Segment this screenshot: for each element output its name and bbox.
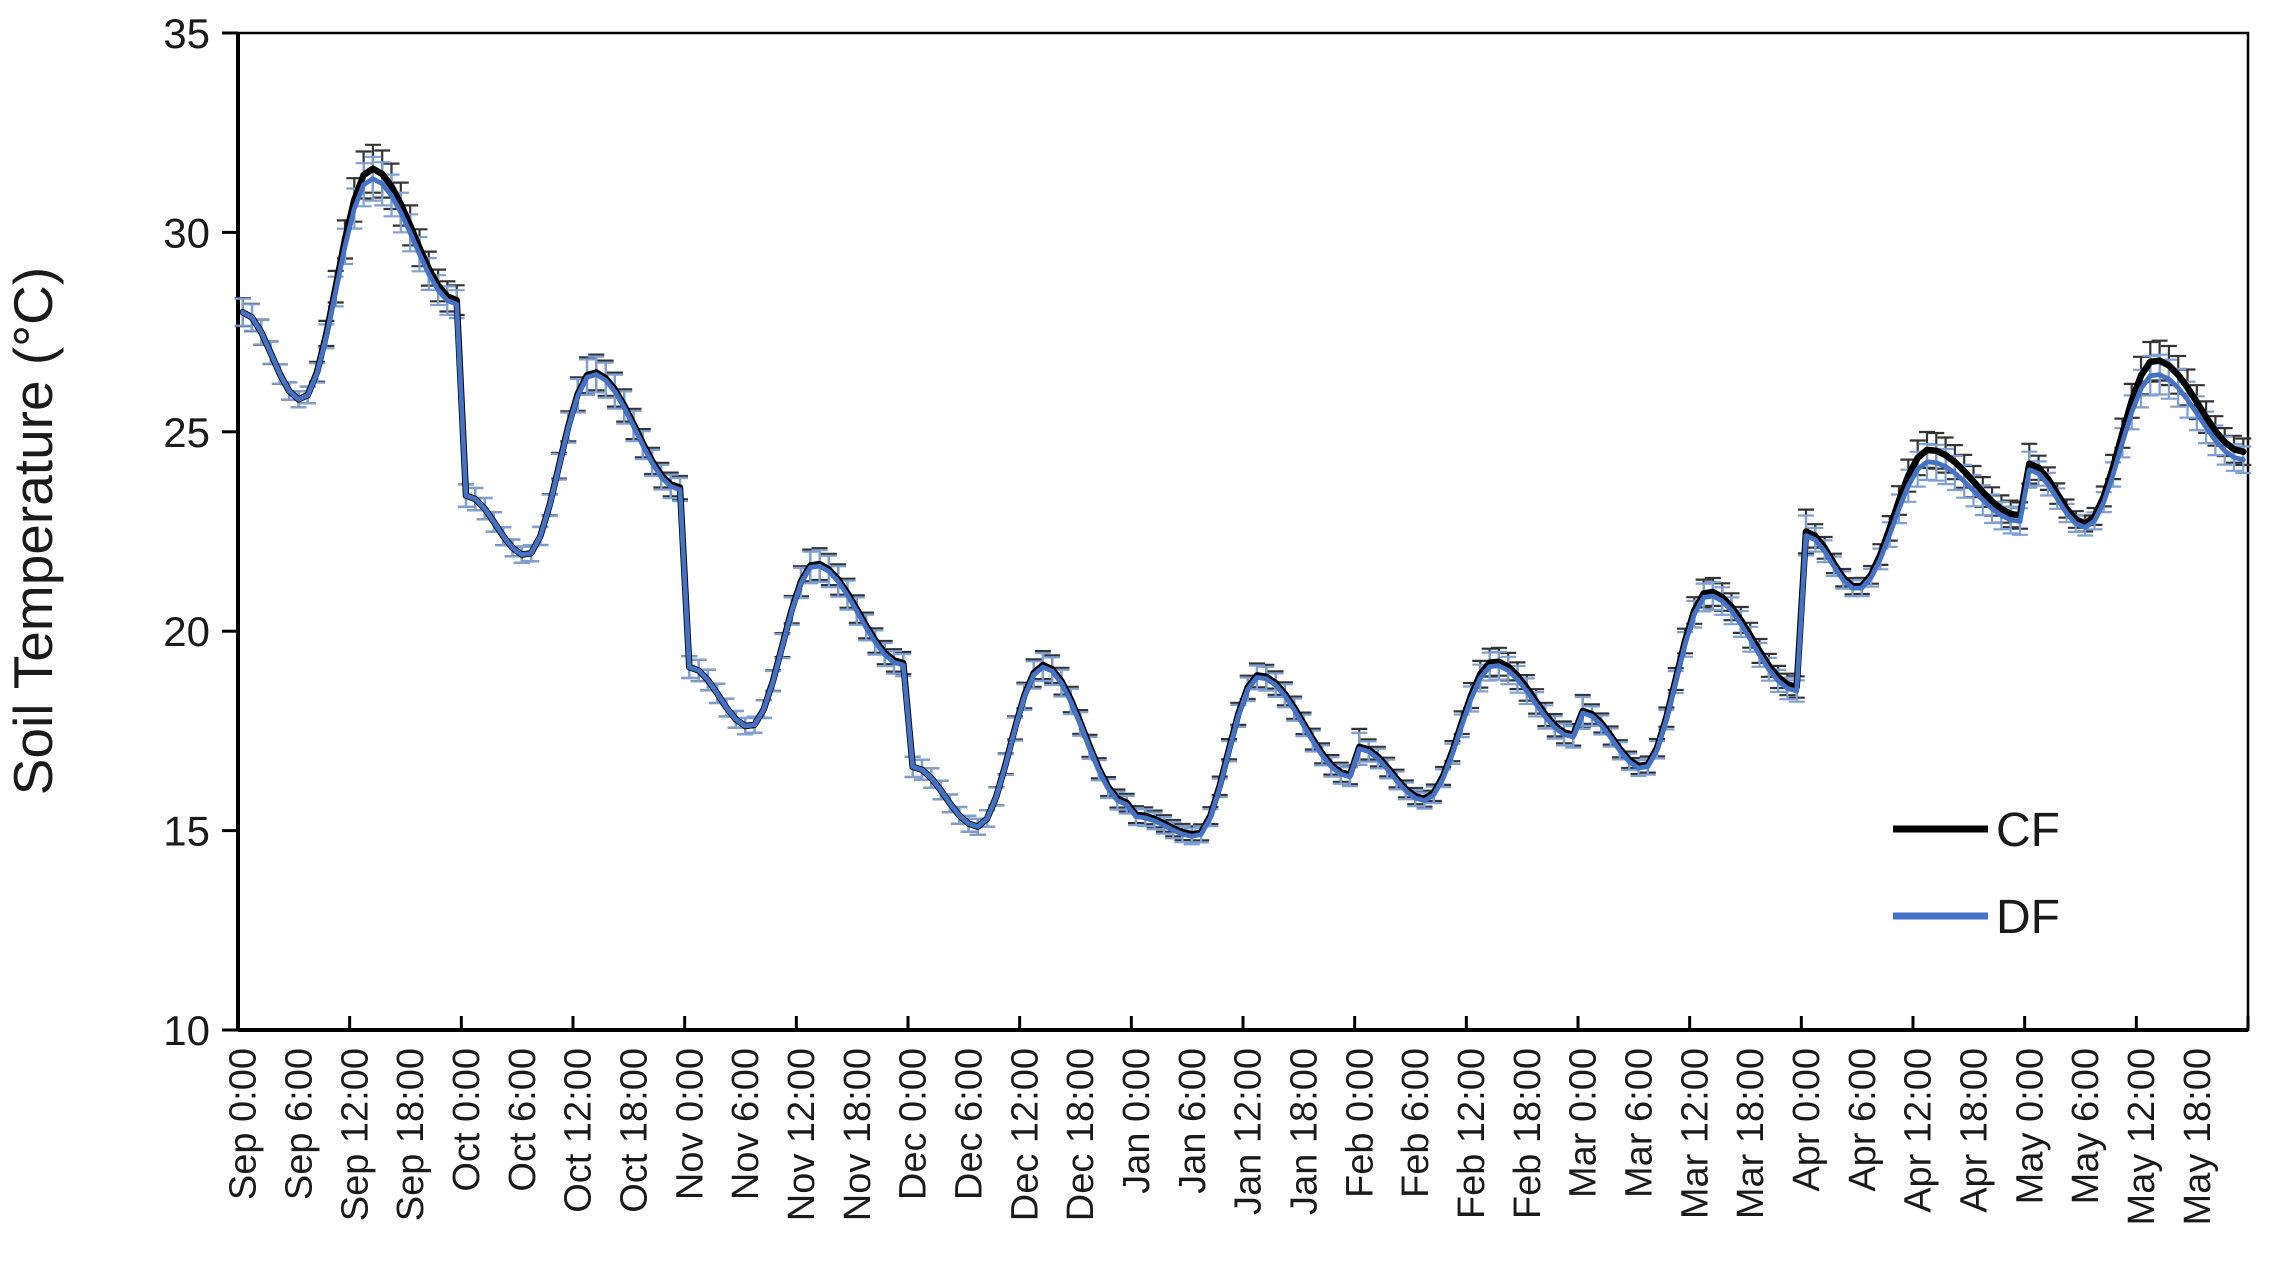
y-tick-label: 10 (163, 1007, 210, 1054)
y-tick-label: 35 (163, 10, 210, 57)
x-tick-label: Apr 0:00 (1786, 1048, 1828, 1192)
x-tick-label: May 0:00 (2009, 1048, 2051, 1204)
x-tick-label: Jan 12:00 (1228, 1048, 1270, 1215)
legend: CF DF (1893, 804, 2060, 944)
df-error-bars (234, 155, 2252, 846)
x-tick-label: Mar 6:00 (1618, 1048, 1660, 1198)
df-series-path (240, 176, 2246, 839)
x-tick-label: Mar 18:00 (1730, 1048, 1772, 1219)
x-axis: Sep 0:00 Sep 6:00 Sep 12:00 Sep 18:00 Oct 0:… (223, 1016, 2250, 1225)
x-tick-label: Oct 12:00 (558, 1048, 600, 1213)
cf-error-bars (234, 143, 2252, 844)
x-tick-label: Oct 0:00 (446, 1048, 488, 1192)
legend-item-cf: CF (1893, 804, 2060, 857)
x-tick-label: Feb 12:00 (1451, 1048, 1493, 1219)
cf-line (239, 165, 2247, 838)
x-tick-label: Jan 6:00 (1172, 1048, 1214, 1194)
x-tick-label: Jan 18:00 (1283, 1048, 1325, 1215)
x-tick-label: Sep 12:00 (334, 1048, 376, 1221)
x-tick-label: Feb 6:00 (1395, 1048, 1437, 1198)
x-tick-label: Dec 18:00 (1060, 1048, 1102, 1221)
x-tick-label: May 12:00 (2121, 1048, 2163, 1225)
x-tick-label: Sep 6:00 (278, 1048, 320, 1200)
cf-error-bars-path (234, 143, 2252, 844)
x-tick-label: Jan 0:00 (1116, 1048, 1158, 1194)
y-axis: 10 15 20 25 30 35 (163, 10, 238, 1054)
x-tick-label: Feb 18:00 (1507, 1048, 1549, 1219)
x-tick-label: Apr 18:00 (1953, 1048, 1995, 1213)
x-tick-label: Sep 18:00 (390, 1048, 432, 1221)
x-tick-label: Nov 0:00 (669, 1048, 711, 1200)
x-tick-label: Oct 18:00 (613, 1048, 655, 1213)
x-tick-label: Apr 6:00 (1842, 1048, 1884, 1192)
x-tick-label: Dec 12:00 (1004, 1048, 1046, 1221)
y-axis-title: Soil Temperature (°C) (2, 267, 64, 795)
x-tick-label: Apr 12:00 (1898, 1048, 1940, 1213)
cf-legend-label: CF (1996, 804, 2060, 857)
y-tick-label: 25 (163, 409, 210, 456)
x-tick-label: Dec 0:00 (893, 1048, 935, 1200)
x-tick-label: Sep 0:00 (223, 1048, 265, 1200)
x-tick-label: Nov 6:00 (725, 1048, 767, 1200)
y-tick-label: 20 (163, 608, 210, 655)
df-error-bars-path (234, 155, 2252, 846)
df-line (240, 176, 2246, 839)
df-legend-label: DF (1996, 891, 2060, 944)
x-tick-label: May 18:00 (2177, 1048, 2219, 1225)
x-tick-label: Mar 0:00 (1563, 1048, 1605, 1198)
x-tick-label: Feb 0:00 (1339, 1048, 1381, 1198)
legend-item-df: DF (1893, 891, 2060, 944)
y-tick-label: 30 (163, 209, 210, 256)
x-tick-label: Nov 18:00 (837, 1048, 879, 1221)
x-tick-label: Oct 6:00 (502, 1048, 544, 1192)
cf-series-path (239, 165, 2247, 838)
y-tick-label: 15 (163, 808, 210, 855)
x-tick-label: Nov 12:00 (781, 1048, 823, 1221)
x-tick-label: Mar 12:00 (1674, 1048, 1716, 1219)
x-tick-label: May 6:00 (2065, 1048, 2107, 1204)
x-tick-label: Dec 6:00 (948, 1048, 990, 1200)
